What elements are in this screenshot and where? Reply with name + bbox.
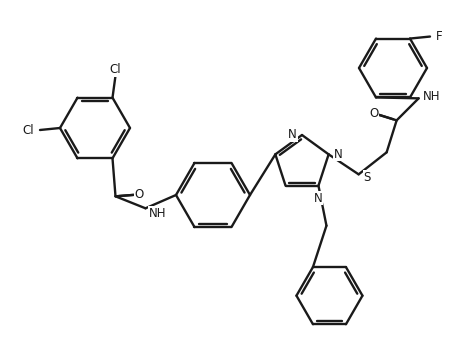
- Text: NH: NH: [422, 90, 439, 103]
- Text: NH: NH: [148, 207, 166, 220]
- Text: N: N: [333, 148, 342, 161]
- Text: F: F: [435, 30, 442, 43]
- Text: N: N: [313, 192, 322, 205]
- Text: Cl: Cl: [109, 63, 121, 76]
- Text: Cl: Cl: [22, 123, 34, 136]
- Text: N: N: [288, 129, 297, 142]
- Text: S: S: [363, 171, 370, 184]
- Text: O: O: [135, 188, 144, 201]
- Text: O: O: [368, 107, 377, 120]
